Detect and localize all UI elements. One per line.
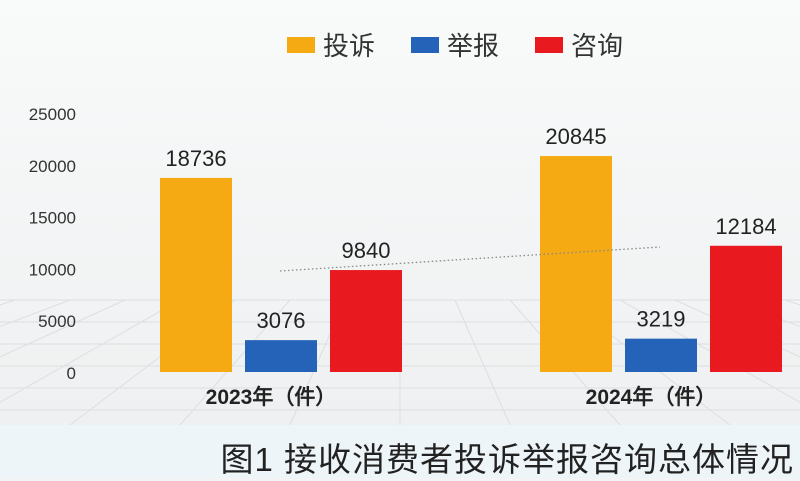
data-label: 20845	[545, 124, 606, 149]
data-label: 9840	[342, 238, 391, 263]
legend-item: 举报	[411, 26, 499, 63]
y-tick-label: 5000	[38, 312, 76, 331]
floor-grid-line	[784, 299, 800, 306]
floor-grid-line	[729, 299, 800, 328]
y-tick-label: 25000	[29, 105, 76, 124]
bar-举报-1	[625, 338, 697, 372]
x-tick-label: 2023年（件）	[206, 385, 337, 409]
data-label: 18736	[165, 146, 226, 171]
y-tick-label: 15000	[29, 209, 76, 228]
y-tick-label: 20000	[29, 157, 76, 176]
trend-line	[279, 246, 661, 272]
data-label: 12184	[715, 214, 776, 239]
bar-投诉-0	[160, 177, 232, 372]
bar-咨询-1	[710, 245, 782, 372]
floor-grid-line	[179, 299, 291, 426]
y-tick-label: 0	[67, 364, 76, 383]
caption-band: 图1 接收消费者投诉举报咨询总体情况	[0, 425, 800, 478]
floor-grid-line	[454, 299, 511, 426]
legend-item: 咨询	[535, 26, 623, 63]
floor-grid-line	[0, 299, 16, 306]
legend-label: 举报	[447, 31, 500, 61]
floor-grid-line	[0, 299, 181, 403]
legend-swatch	[535, 36, 564, 53]
legend-item: 投诉	[287, 26, 375, 63]
data-label: 3076	[257, 308, 306, 333]
legend-label: 咨询	[571, 31, 624, 61]
legend: 投诉 举报 咨询	[287, 26, 659, 63]
legend-swatch	[411, 36, 440, 53]
data-label: 3219	[637, 307, 686, 332]
y-tick-label: 10000	[29, 260, 76, 279]
bar-举报-0	[245, 340, 317, 372]
bar-咨询-0	[330, 270, 402, 372]
floor-grid-line	[0, 299, 71, 328]
chart-area: 0 5000 10000 15000 20000 25000 18736 3076 9840 20…	[0, 0, 800, 426]
legend-swatch	[287, 36, 315, 53]
chart-title: 图1 接收消费者投诉举报咨询总体情况	[220, 441, 794, 478]
legend-label: 投诉	[323, 31, 376, 61]
x-tick-label: 2024年（件）	[586, 385, 717, 409]
bar-chart: 0 5000 10000 15000 20000 25000 18736 3076 9840 20…	[0, 105, 800, 426]
floor-grid-line	[0, 299, 126, 358]
bar-投诉-1	[540, 156, 612, 372]
